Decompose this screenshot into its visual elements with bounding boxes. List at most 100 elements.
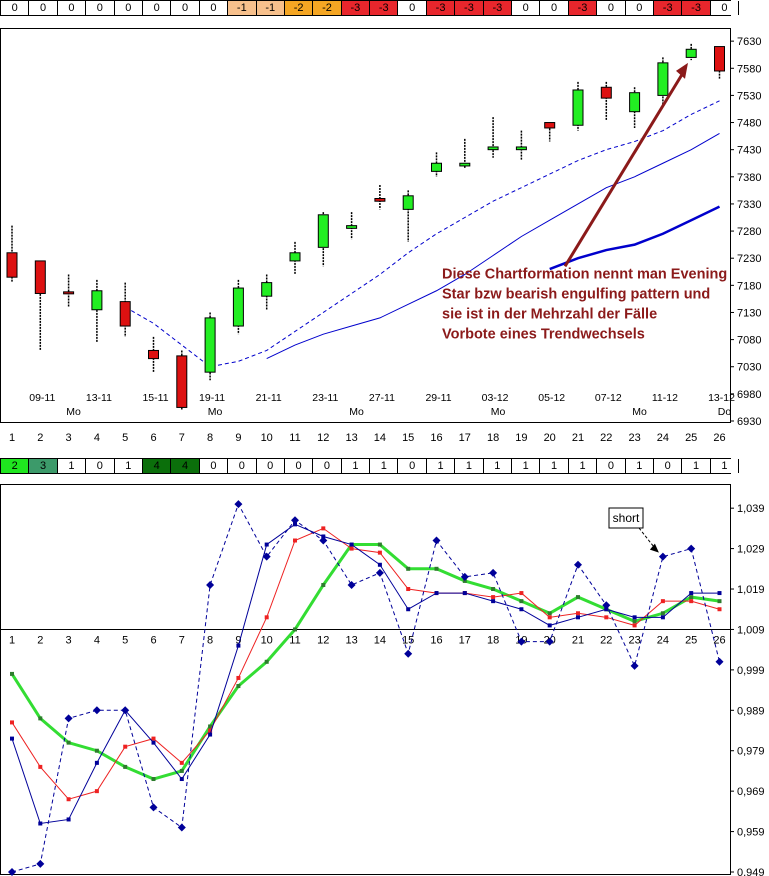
mid-signal-cell: 1: [682, 459, 711, 473]
candle-body: [572, 89, 584, 126]
top-signal-cell: 0: [398, 1, 427, 15]
point-green: [717, 599, 722, 604]
point-dashed: [291, 516, 299, 525]
mid-signal-cell: 0: [284, 459, 314, 473]
x-tick-label: 18: [487, 432, 499, 444]
date-label: 23-11: [312, 392, 338, 404]
point-red: [349, 546, 354, 551]
point-red: [179, 760, 184, 765]
x-tick-label: 23: [628, 634, 640, 646]
mid-signal-cell: 1: [710, 459, 740, 473]
x-tick-label: 22: [600, 432, 612, 444]
top-signal-cell: -1: [256, 1, 285, 15]
y-tick-label: 7330: [737, 199, 761, 211]
x-tick-label: 13: [345, 432, 357, 444]
point-green: [547, 611, 552, 616]
point-red: [94, 789, 99, 794]
mid-signal-cell: 0: [228, 459, 257, 473]
point-blue: [660, 615, 665, 620]
point-green: [94, 748, 99, 753]
x-tick-label: 20: [544, 432, 556, 444]
moving-average-thick: [549, 205, 721, 271]
x-tick-label: 12: [317, 634, 329, 646]
point-green: [321, 582, 326, 587]
candle-body: [317, 214, 329, 248]
mid-signal-cell: 0: [86, 459, 115, 473]
x-tick-label: 25: [685, 634, 697, 646]
candle-body: [431, 162, 442, 172]
point-blue: [462, 591, 467, 596]
weekday-label: Do: [718, 406, 732, 418]
weekday-label: Mo: [66, 406, 81, 418]
point-green: [264, 659, 269, 664]
top-signal-cell: -3: [682, 1, 711, 15]
candle-body: [600, 86, 612, 99]
top-signal-cell: -3: [426, 1, 456, 15]
top-signal-cell: 0: [29, 1, 58, 15]
candle-body: [487, 146, 499, 151]
x-tick-label: 15: [402, 432, 414, 444]
point-blue: [406, 607, 411, 612]
annotation-line: Star bzw bearish engulfing pattern und: [442, 286, 710, 302]
mid-signal-cell: 1: [540, 459, 569, 473]
point-red: [660, 599, 665, 604]
point-green: [38, 716, 43, 721]
mid-signal-cell: 1: [625, 459, 654, 473]
mid-signal-cell: 1: [568, 459, 598, 473]
point-green: [208, 724, 213, 729]
candle-body: [402, 195, 414, 210]
x-tick-label: 6: [150, 634, 156, 646]
y-tick-label: 0,999: [737, 665, 765, 677]
date-label: 29-11: [425, 392, 451, 404]
short-callout-text: short: [613, 511, 640, 525]
point-red: [151, 736, 156, 741]
top-signal-cell: -3: [653, 1, 683, 15]
top-signal-cell: 0: [86, 1, 115, 15]
annotation-text: Diese Chartformation nennt man Evening St…: [442, 266, 727, 342]
annotation-line: sie ist in der Mehrzahl der Fälle: [442, 306, 657, 322]
candle-body: [374, 198, 386, 202]
x-tick-label: 8: [207, 432, 213, 444]
point-red: [38, 764, 43, 769]
point-dashed: [574, 560, 582, 569]
point-red: [491, 595, 496, 600]
point-blue: [519, 607, 524, 612]
x-tick-label: 2: [37, 432, 43, 444]
top-signal-cell: -2: [313, 1, 342, 15]
date-label: 09-11: [29, 392, 55, 404]
date-label: 05-12: [538, 392, 565, 404]
x-tick-label: 2: [37, 634, 43, 646]
candle-body: [63, 291, 75, 295]
mid-signal-cell: 1: [370, 459, 399, 473]
x-tick-label: 4: [94, 634, 100, 646]
point-blue: [632, 615, 637, 620]
point-dashed: [177, 823, 186, 832]
point-red: [236, 675, 241, 680]
x-tick-label: 12: [317, 432, 329, 444]
top-signal-cell: -3: [341, 1, 371, 15]
plot-frame: [0, 484, 731, 875]
point-green: [406, 566, 411, 571]
y-tick-label: 1,009: [737, 624, 765, 636]
point-green: [519, 599, 524, 604]
candlestick-chart: 7630758075307480743073807330728072307180…: [0, 28, 761, 444]
point-blue: [689, 591, 694, 596]
y-tick-label: 7280: [737, 226, 761, 238]
point-red: [208, 728, 213, 733]
x-tick-label: 16: [430, 634, 442, 646]
point-blue: [293, 522, 297, 527]
x-tick-label: 23: [628, 432, 640, 444]
x-tick-label: 10: [261, 432, 273, 444]
point-dashed: [375, 568, 384, 577]
trend-arrow-head: [676, 62, 688, 79]
x-tick-label: 9: [235, 634, 241, 646]
point-dashed: [489, 568, 498, 577]
top-signal-cell: 0: [114, 1, 143, 15]
x-tick-label: 5: [122, 432, 128, 444]
y-tick-label: 0,979: [737, 746, 765, 758]
series-line-dashed: [11, 502, 720, 873]
x-tick-label: 9: [235, 432, 241, 444]
point-dashed: [545, 637, 554, 646]
point-red: [519, 591, 524, 596]
